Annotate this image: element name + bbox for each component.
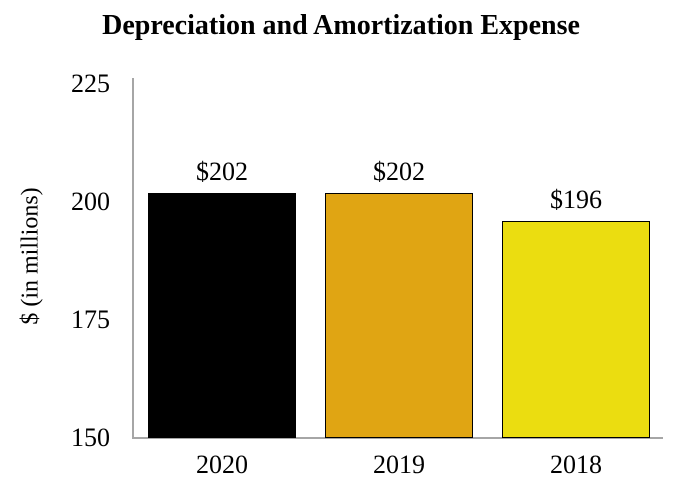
y-tick-label-200: 200	[71, 187, 110, 216]
bar-2019	[325, 192, 473, 438]
y-tick-label-150: 150	[71, 423, 110, 452]
y-tick-label-175: 175	[71, 305, 110, 334]
x-axis-line	[132, 437, 663, 439]
bar-value-label-2019: $202	[373, 156, 425, 186]
x-axis-label-2019: 2019	[373, 450, 425, 479]
y-axis-line	[132, 78, 134, 439]
y-tick-label-225: 225	[71, 69, 110, 98]
x-axis-label-2020: 2020	[196, 450, 248, 479]
bar-value-label-2020: $202	[196, 156, 248, 186]
bar-2020	[148, 192, 296, 438]
chart-title: Depreciation and Amortization Expense	[102, 10, 580, 41]
x-axis-label-2018: 2018	[550, 450, 602, 479]
bar-2018	[502, 220, 650, 438]
bar-value-label-2018: $196	[550, 184, 602, 214]
